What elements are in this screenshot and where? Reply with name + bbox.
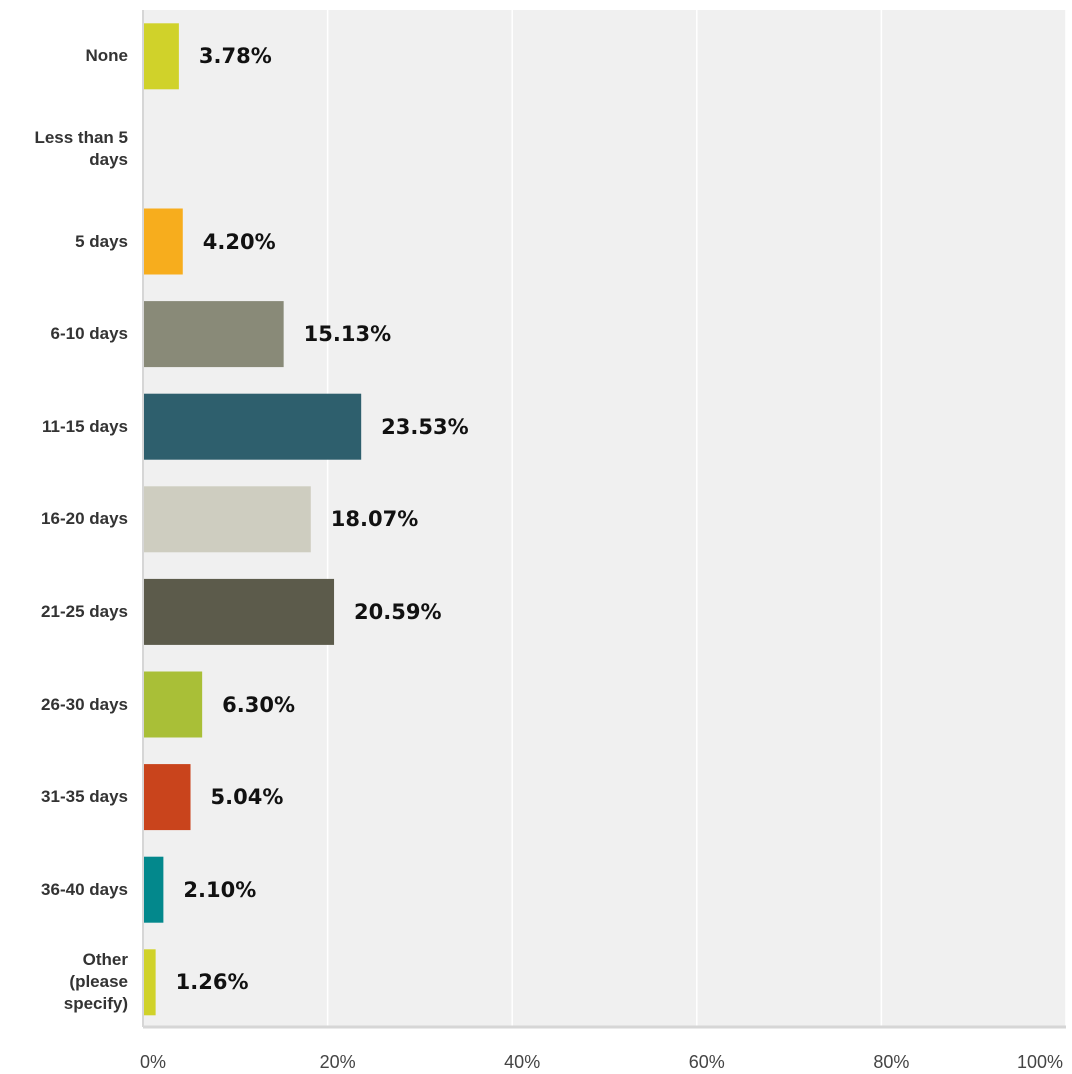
bar-0 bbox=[144, 23, 179, 90]
category-label: 21-25 days bbox=[41, 601, 128, 621]
x-tick-label: 100% bbox=[1016, 1052, 1064, 1072]
value-label: 4.20% bbox=[202, 229, 276, 254]
value-label: 6.30% bbox=[222, 692, 295, 717]
value-label: 2.10% bbox=[183, 877, 257, 902]
category-label: 26-30 days bbox=[41, 694, 128, 714]
value-label: 1.26% bbox=[175, 970, 249, 995]
category-label: 6-10 days bbox=[50, 324, 129, 344]
category-label: Other (please specify) bbox=[63, 950, 128, 1014]
bar-2 bbox=[144, 208, 183, 275]
bar-3 bbox=[144, 301, 284, 368]
bar-8 bbox=[144, 764, 191, 831]
bar-5 bbox=[144, 486, 311, 553]
bar-9 bbox=[144, 856, 164, 923]
value-label: 3.78% bbox=[198, 44, 272, 69]
category-label: 36-40 days bbox=[41, 879, 128, 899]
x-tick-label: 60% bbox=[688, 1052, 725, 1072]
category-label: None bbox=[85, 46, 129, 66]
value-label: 18.07% bbox=[330, 507, 419, 532]
x-tick-label: 80% bbox=[873, 1052, 910, 1072]
bar-10 bbox=[144, 949, 156, 1016]
value-label: 5.04% bbox=[210, 785, 284, 810]
x-tick-label: 20% bbox=[319, 1052, 356, 1072]
x-tick-label: 40% bbox=[504, 1052, 541, 1072]
value-label: 23.53% bbox=[381, 414, 469, 439]
category-label: 11-15 days bbox=[41, 416, 128, 436]
bar-6 bbox=[144, 578, 335, 645]
bar-4 bbox=[144, 393, 362, 460]
bar-7 bbox=[144, 671, 203, 738]
x-tick-label: 0% bbox=[139, 1052, 167, 1072]
value-label: 15.13% bbox=[303, 322, 392, 347]
category-label: 5 days bbox=[75, 231, 128, 251]
value-label: 20.59% bbox=[354, 599, 442, 624]
category-label: Less than 5 days bbox=[34, 127, 128, 169]
category-label: 31-35 days bbox=[41, 787, 128, 807]
category-label: 16-20 days bbox=[41, 509, 128, 529]
